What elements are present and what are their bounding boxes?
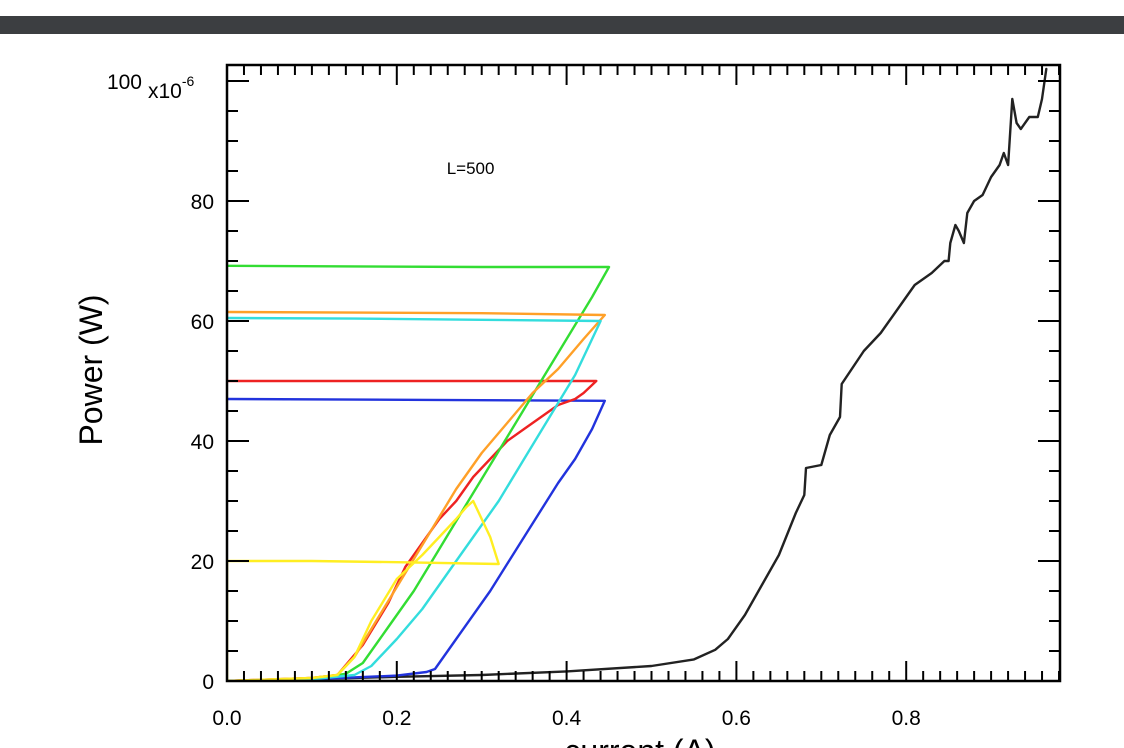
series-line-1 xyxy=(227,67,1048,681)
series-line-3 xyxy=(227,379,598,681)
series-line-7 xyxy=(227,499,500,681)
ticks-layer xyxy=(226,65,1061,682)
window-top-stripe xyxy=(0,16,1124,34)
labels-layer: 0.0 0.2 0.4 0.6 0.8 0 20 40 60 80 100 L=500 xyxy=(107,71,921,730)
y-axis-title: Power (W) xyxy=(73,294,109,445)
window-top-bar xyxy=(0,0,1124,34)
plot-frame xyxy=(225,63,1062,683)
y-tick-label: 60 xyxy=(191,311,214,334)
y-tick-label: 80 xyxy=(191,191,214,214)
x-tick-label: 0.6 xyxy=(722,707,751,730)
series-line-6 xyxy=(227,316,602,681)
x-tick-label: 0.0 xyxy=(212,707,241,730)
chart-annotation: L=500 xyxy=(447,159,495,178)
x-tick-label: 0.4 xyxy=(552,707,582,730)
series-line-4 xyxy=(227,264,611,681)
x-tick-label: 0.8 xyxy=(892,707,921,730)
y-multiplier-exponent: -6 xyxy=(182,73,195,89)
x-axis-title: current (A) xyxy=(564,733,715,748)
y-tick-label: 100 xyxy=(107,71,142,94)
series-line-2 xyxy=(227,397,606,681)
y-tick-label: 40 xyxy=(191,431,214,454)
y-tick-label: 20 xyxy=(191,551,214,574)
x-tick-label: 0.2 xyxy=(382,707,411,730)
series-layer xyxy=(227,67,1048,681)
y-multiplier-base: x10 xyxy=(148,80,182,103)
y-tick-label: 0 xyxy=(202,671,214,694)
y-multiplier-label: x10-6 xyxy=(148,73,195,103)
